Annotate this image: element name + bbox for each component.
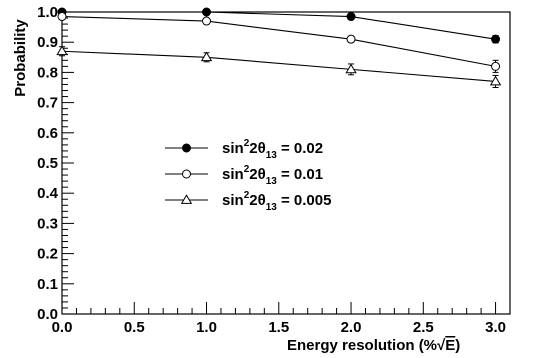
data-point [489,75,502,86]
data-point [491,61,501,71]
series-line [61,50,496,83]
series-open-circle [57,12,501,73]
y-tick-label: 0.6 [37,125,58,142]
data-point [182,143,191,153]
data-point [56,45,68,56]
legend-entry: sin22θ13 = 0.005 [165,190,331,213]
y-tick-label: 0.0 [37,306,58,323]
legend-entry: sin22θ13 = 0.02 [165,138,323,161]
x-tick-label: 3.0 [485,319,506,336]
legend-entry: sin22θ13 = 0.01 [165,164,323,187]
x-axis-label-text: Energy resolution (%√E) [287,337,460,354]
x-tick-label: 0.0 [52,319,73,336]
chart-marks [56,7,502,88]
y-tick-label: 1.0 [37,4,58,21]
y-tick-label: 0.1 [37,276,58,293]
series-filled-circle [57,7,501,44]
plot-frame [61,11,511,315]
y-tick-label: 0.8 [37,64,58,81]
data-point [491,34,501,44]
data-point [180,194,193,204]
x-tick-label: 1.0 [196,319,217,336]
y-tick-label: 0.9 [37,34,58,51]
y-tick-label: 0.5 [37,155,58,172]
y-axis-label: Probability [12,19,29,97]
series-line [62,11,496,40]
data-point [345,63,357,74]
data-point [202,16,212,26]
legend-label: sin22θ13 = 0.02 [222,138,323,161]
data-point [346,34,356,44]
data-point [202,7,212,17]
y-tick-label: 0.7 [37,95,58,112]
x-tick-label: 1.5 [268,319,289,336]
series-open-triangle [56,45,502,88]
y-tick-label: 0.2 [37,246,58,263]
x-tick-label: 2.5 [413,319,434,336]
y-tick-label: 0.4 [37,185,59,202]
x-tick-label: 2.0 [341,319,362,336]
data-point [200,51,213,62]
data-point [57,12,67,22]
data-point [346,12,356,22]
legend: sin22θ13 = 0.02 sin22θ13 = 0.01 sin22θ13 =… [165,138,331,213]
data-point [182,169,191,179]
x-axis-label: Energy resolution (%√E) [287,337,460,354]
series-line [61,15,496,67]
x-tick-label: 0.5 [124,319,145,336]
axes: 0.0 0.1 0.2 0.3 0.4 0.5 0.6 0.7 0.8 0.9 1.0 0.0 0.5 1… [37,4,511,336]
legend-label: sin22θ13 = 0.005 [222,190,331,213]
legend-label: sin22θ13 = 0.01 [222,164,323,187]
y-tick-label: 0.3 [37,215,58,232]
